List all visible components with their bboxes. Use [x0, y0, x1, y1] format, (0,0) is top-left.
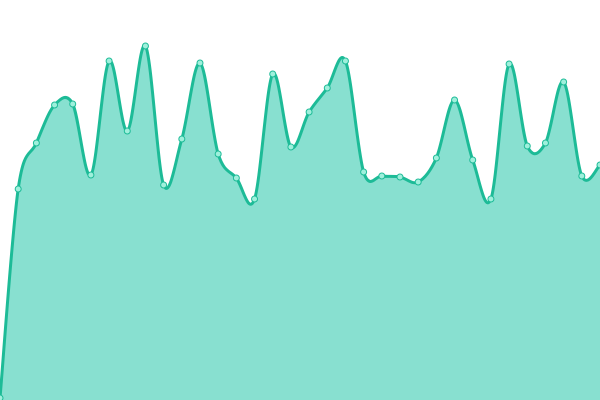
data-point-24	[432, 154, 440, 162]
data-point-1	[14, 185, 22, 193]
data-point-29	[523, 142, 531, 150]
data-point-33	[596, 161, 600, 169]
data-point-20	[360, 168, 368, 176]
data-point-8	[141, 42, 149, 50]
data-point-10	[178, 135, 186, 143]
series-line	[0, 44, 600, 399]
data-point-27	[487, 195, 495, 203]
data-point-5	[87, 171, 95, 179]
data-point-15	[269, 70, 277, 78]
data-point-4	[69, 100, 77, 108]
data-point-9	[160, 181, 168, 189]
data-points	[0, 42, 600, 400]
data-point-31	[560, 78, 568, 86]
data-point-12	[214, 150, 222, 158]
data-point-16	[287, 143, 295, 151]
data-point-30	[541, 139, 549, 147]
data-point-23	[414, 178, 422, 186]
data-point-7	[123, 127, 131, 135]
data-point-21	[378, 172, 386, 180]
data-point-26	[469, 156, 477, 164]
data-point-11	[196, 59, 204, 67]
data-point-6	[105, 57, 113, 65]
data-point-25	[451, 96, 459, 104]
data-point-2	[32, 139, 40, 147]
data-point-3	[51, 101, 59, 109]
data-point-32	[578, 172, 586, 180]
area-fill	[0, 45, 600, 400]
data-point-14	[251, 195, 259, 203]
data-point-22	[396, 173, 404, 181]
data-point-19	[341, 57, 349, 65]
data-point-0	[0, 394, 4, 400]
data-point-28	[505, 60, 513, 68]
data-point-13	[232, 174, 240, 182]
data-point-18	[323, 84, 331, 92]
data-point-17	[305, 108, 313, 116]
